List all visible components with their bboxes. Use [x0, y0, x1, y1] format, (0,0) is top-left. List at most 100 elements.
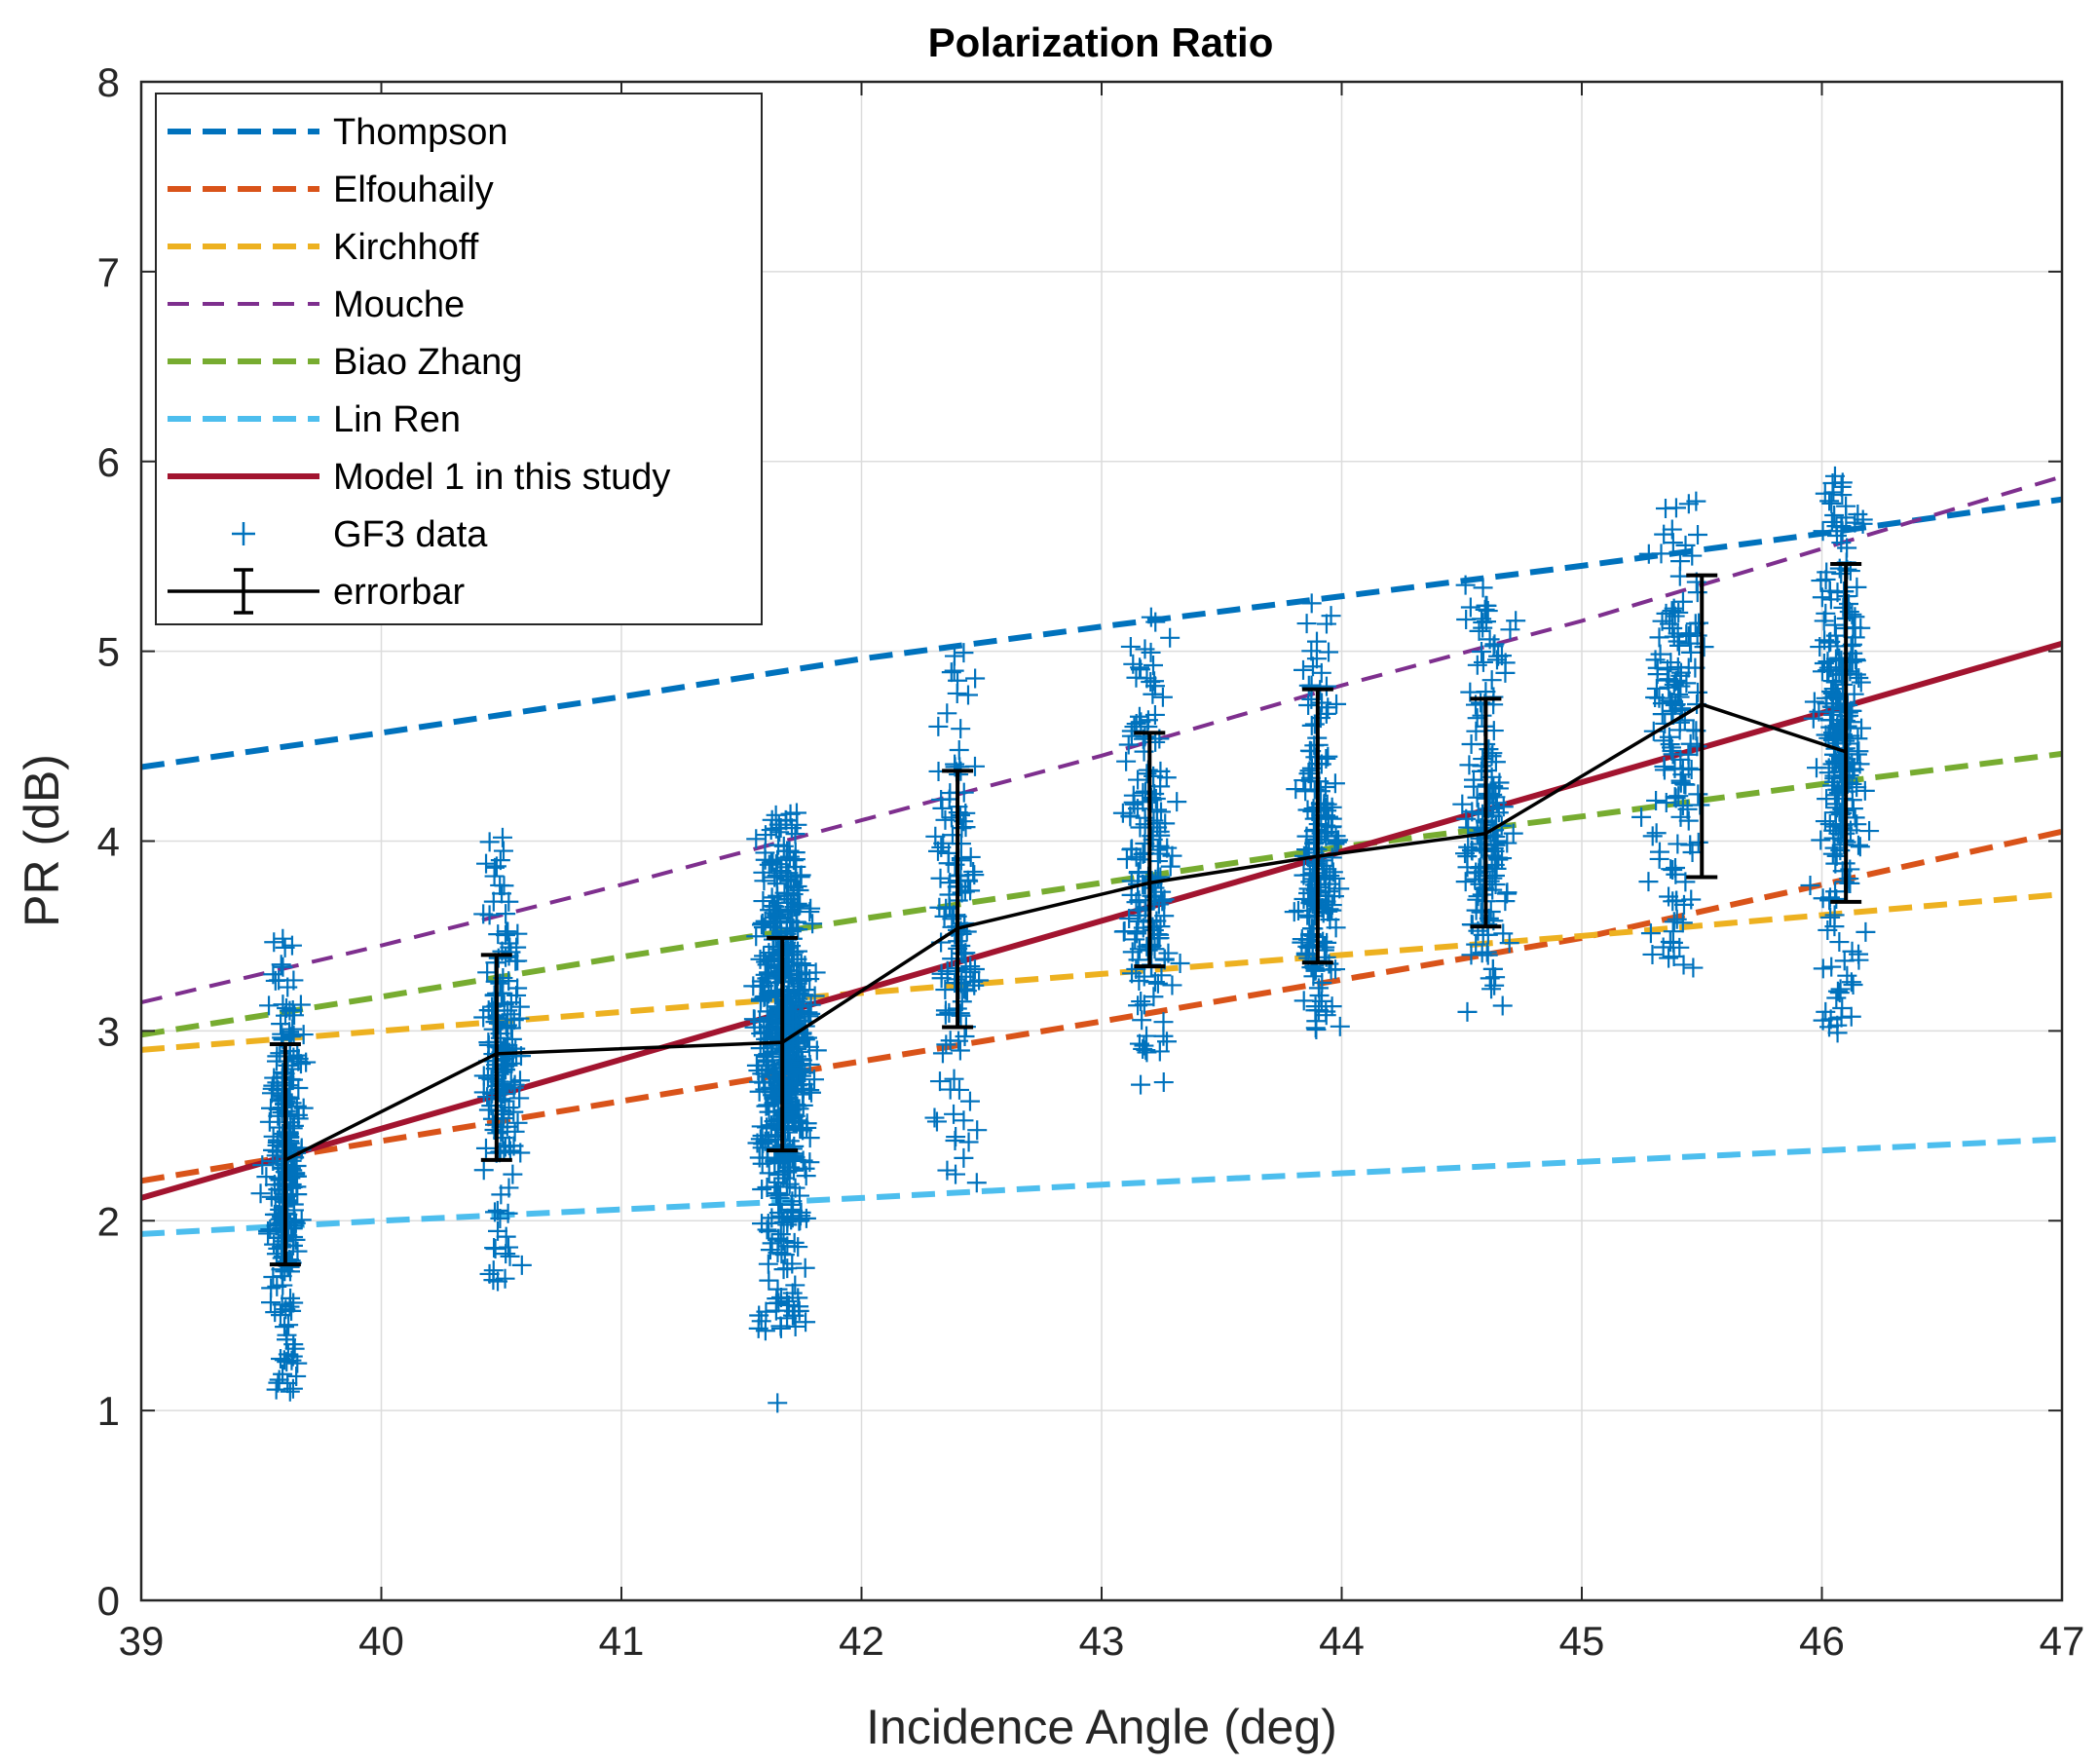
scatter-point [1318, 697, 1338, 718]
scatter-point [1800, 876, 1820, 896]
scatter-point [960, 881, 981, 901]
scatter-point [1322, 808, 1342, 829]
scatter-point [1471, 839, 1491, 859]
scatter-point [1650, 644, 1670, 664]
scatter-point [1145, 612, 1166, 632]
scatter-point [260, 1293, 281, 1313]
x-tick-label: 43 [1079, 1618, 1125, 1664]
scatter-point [1149, 821, 1170, 842]
scatter-point [788, 969, 808, 990]
scatter-point [1298, 675, 1319, 695]
scatter-point [1150, 844, 1171, 864]
scatter-point [1681, 759, 1702, 779]
legend-label: Lin Ren [333, 399, 461, 440]
scatter-point [1821, 511, 1842, 532]
scatter-point [937, 1160, 957, 1181]
scatter-point [1301, 641, 1322, 661]
scatter-point [801, 898, 821, 919]
scatter-point [1312, 991, 1332, 1011]
scatter-point [1663, 921, 1683, 942]
scatter-point [779, 1174, 800, 1194]
scatter-point [1662, 519, 1682, 540]
scatter-point [496, 1060, 516, 1080]
y-tick-label: 6 [97, 439, 120, 485]
scatter-point [1310, 781, 1331, 802]
scatter-point [1467, 655, 1487, 675]
scatter-point [1119, 909, 1140, 929]
scatter-point [272, 1068, 292, 1088]
scatter-point [782, 1100, 803, 1120]
scatter-point [967, 1120, 988, 1141]
scatter-point [260, 1220, 281, 1240]
scatter-point [784, 1305, 805, 1326]
scatter-point [795, 1030, 815, 1050]
scatter-point [509, 1088, 530, 1108]
scatter-point [954, 643, 974, 663]
scatter-point [1143, 656, 1164, 676]
legend-item-errorbar: errorbar [168, 568, 465, 615]
scatter-point [1647, 664, 1668, 685]
y-tick-label: 8 [97, 59, 120, 105]
scatter-point [769, 961, 790, 982]
scatter-point [754, 987, 774, 1007]
x-tick-label: 40 [358, 1618, 404, 1664]
scatter-point [487, 1200, 507, 1220]
scatter-point [1832, 517, 1853, 538]
scatter-point [1480, 968, 1500, 989]
scatter-point [1317, 794, 1337, 814]
scatter-point [1475, 599, 1495, 619]
scatter-point [288, 1048, 309, 1069]
series-line-model-1-in-this-study [140, 640, 2063, 1201]
scatter-point [1811, 830, 1831, 850]
scatter-point [1142, 790, 1162, 810]
scatter-point [264, 932, 284, 953]
scatter-point [259, 1111, 280, 1132]
scatter-point [1839, 873, 1859, 893]
y-tick-label: 7 [97, 249, 120, 295]
scatter-point [769, 1072, 790, 1093]
scatter-point [783, 1107, 804, 1128]
scatter-point [785, 824, 806, 844]
scatter-point [1859, 821, 1880, 842]
scatter-point [949, 739, 969, 760]
scatter-point [1487, 650, 1507, 670]
scatter-point [1855, 780, 1875, 801]
scatter-point [805, 986, 825, 1006]
scatter-point [1466, 721, 1486, 741]
scatter-point [1478, 601, 1498, 621]
scatter-point [1122, 839, 1143, 859]
errorbar [1134, 731, 1166, 969]
x-tick-label: 44 [1319, 1618, 1365, 1664]
scatter-point [781, 1199, 802, 1220]
scatter-point [1310, 878, 1331, 898]
scatter-point [284, 1338, 305, 1359]
scatter-point [750, 991, 770, 1011]
scatter-point [267, 1051, 287, 1071]
scatter-point [1468, 920, 1488, 941]
scatter-point [1652, 704, 1672, 725]
scatter-point [955, 1026, 975, 1046]
scatter-point [1461, 733, 1481, 754]
errorbar-series [269, 561, 1862, 1267]
legend-item-biao-zhang: Biao Zhang [168, 342, 522, 383]
scatter-point [1824, 769, 1845, 789]
scatter-point [935, 1000, 956, 1021]
scatter-point [1682, 545, 1703, 566]
scatter-point [804, 1070, 824, 1090]
scatter-point [1316, 891, 1336, 912]
legend-label: Model 1 in this study [333, 457, 670, 498]
scatter-point [1120, 636, 1141, 657]
scatter-point [280, 1024, 300, 1044]
scatter-point [280, 1296, 300, 1317]
scatter-point [250, 1183, 271, 1204]
gf3-data-points [250, 466, 1880, 1413]
scatter-point [483, 1270, 504, 1291]
scatter-point [1480, 871, 1500, 891]
scatter-point [507, 923, 528, 944]
scatter-point [1678, 494, 1699, 514]
scatter-point [806, 1040, 827, 1061]
scatter-point [1325, 834, 1345, 854]
grid [141, 82, 2062, 1600]
scatter-point [1293, 770, 1314, 791]
scatter-point [782, 1283, 803, 1303]
